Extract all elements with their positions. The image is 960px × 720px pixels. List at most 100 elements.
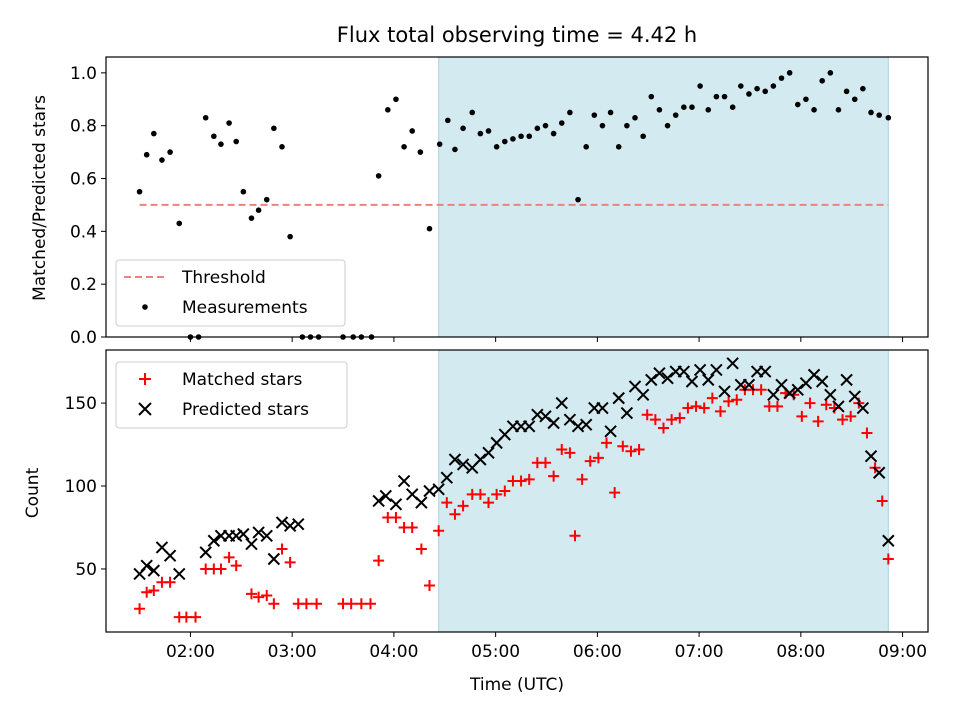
measurement-point: [835, 107, 842, 113]
predicted-stars-point: [620, 406, 634, 420]
measurement-point: [167, 149, 173, 155]
measurement-point: [591, 112, 598, 118]
matched-stars-point: [690, 400, 702, 412]
legend-measurements-label: Measurements: [182, 298, 308, 318]
matched-stars-point: [230, 560, 242, 572]
measurement-point: [469, 109, 476, 116]
predicted-stars-point: [848, 390, 861, 403]
matched-stars-point: [345, 598, 357, 610]
predicted-stars-point: [237, 527, 250, 541]
matched-stars-point: [483, 497, 495, 509]
measurement-point: [729, 104, 736, 110]
predicted-stars-point: [807, 368, 821, 382]
measurement-point: [240, 188, 247, 195]
matched-stars-point: [415, 543, 427, 555]
measurement-point: [233, 138, 240, 145]
matched-stars-point: [284, 556, 296, 568]
measurement-point: [218, 141, 224, 147]
matched-stars-point: [499, 485, 511, 497]
measurement-point: [664, 122, 671, 129]
matched-stars-point: [771, 400, 783, 412]
predicted-stars-point: [252, 526, 265, 539]
top-y-axis-label: Matched/Predicted stars: [30, 95, 50, 301]
predicted-stars-point: [474, 453, 487, 466]
predicted-stars-point: [389, 498, 403, 511]
predicted-stars-point: [245, 537, 258, 551]
matched-stars-point: [796, 410, 808, 422]
predicted-stars-point: [379, 489, 392, 503]
measurement-point: [452, 146, 458, 153]
x-tick-label: 05:00: [471, 642, 520, 662]
measurement-point: [493, 144, 500, 150]
predicted-stars-point: [482, 446, 495, 460]
measurement-point: [624, 122, 630, 129]
legend-predicted-label: Predicted stars: [182, 400, 309, 420]
measurement-point: [770, 83, 777, 89]
predicted-stars-point: [147, 564, 161, 577]
measurement-point: [738, 83, 744, 89]
predicted-stars-point: [563, 413, 577, 426]
predicted-stars-point: [372, 494, 385, 508]
measurement-point: [255, 207, 262, 214]
measurement-point: [558, 120, 565, 126]
matched-stars-point: [706, 392, 718, 404]
measurement-point: [705, 107, 712, 113]
matched-stars-point: [457, 500, 469, 512]
shaded-span: [438, 349, 889, 633]
measurement-point: [575, 196, 581, 203]
matched-stars-point: [876, 495, 888, 507]
measurement-point: [885, 114, 892, 121]
matched-stars-point: [215, 563, 227, 575]
matched-stars-point: [820, 399, 832, 411]
predicted-stars-point: [604, 425, 617, 438]
predicted-stars-point: [292, 517, 305, 531]
predicted-stars-point: [693, 363, 707, 377]
legend-threshold-label: Threshold: [181, 268, 266, 288]
y-tick-label: 100: [65, 477, 97, 497]
matched-stars-point: [723, 395, 735, 407]
predicted-stars-point: [791, 383, 804, 397]
predicted-stars-point: [653, 367, 666, 380]
matched-stars-point: [268, 598, 280, 610]
matched-stars-point: [261, 590, 273, 602]
matched-stars-point: [576, 473, 588, 485]
measurement-point: [287, 233, 293, 240]
measurement-point: [721, 93, 728, 100]
matched-stars-point: [837, 414, 849, 426]
y-tick-label: 0.0: [70, 328, 97, 348]
measurement-point: [607, 109, 614, 116]
predicted-stars-point: [685, 375, 699, 388]
predicted-stars-point: [415, 496, 428, 509]
matched-stars-point: [515, 475, 527, 487]
measurement-point: [542, 122, 549, 129]
matched-stars-point: [556, 444, 568, 456]
matched-stars-point: [164, 576, 176, 588]
measurement-point: [151, 130, 157, 137]
predicted-stars-point: [207, 534, 221, 547]
measurement-point: [426, 225, 433, 232]
predicted-stars-point: [267, 552, 281, 566]
measurement-point: [417, 149, 424, 155]
y-tick-label: 0.6: [70, 170, 97, 190]
y-tick-label: 50: [75, 560, 97, 580]
matched-stars-point: [845, 410, 857, 422]
bottom-legend: Matched stars Predicted stars: [115, 361, 348, 429]
matched-stars-point: [134, 603, 146, 615]
measurement-point: [876, 112, 882, 118]
legend-matched-label: Matched stars: [182, 370, 302, 390]
measurement-point: [526, 133, 533, 140]
matched-stars-point: [424, 580, 436, 592]
measurement-point: [811, 107, 817, 113]
predicted-stars-point: [140, 559, 153, 572]
y-tick-label: 0.8: [70, 117, 97, 137]
predicted-stars-point: [230, 529, 243, 542]
measurement-point: [375, 173, 382, 179]
measurement-point: [436, 141, 443, 147]
predicted-stars-point: [432, 483, 445, 496]
predicted-stars-point: [726, 357, 739, 370]
matched-stars-point: [449, 508, 461, 520]
measurement-point: [176, 220, 183, 227]
x-tick-label: 08:00: [776, 642, 825, 662]
measurement-point: [843, 88, 850, 95]
predicted-stars-point: [864, 449, 878, 463]
